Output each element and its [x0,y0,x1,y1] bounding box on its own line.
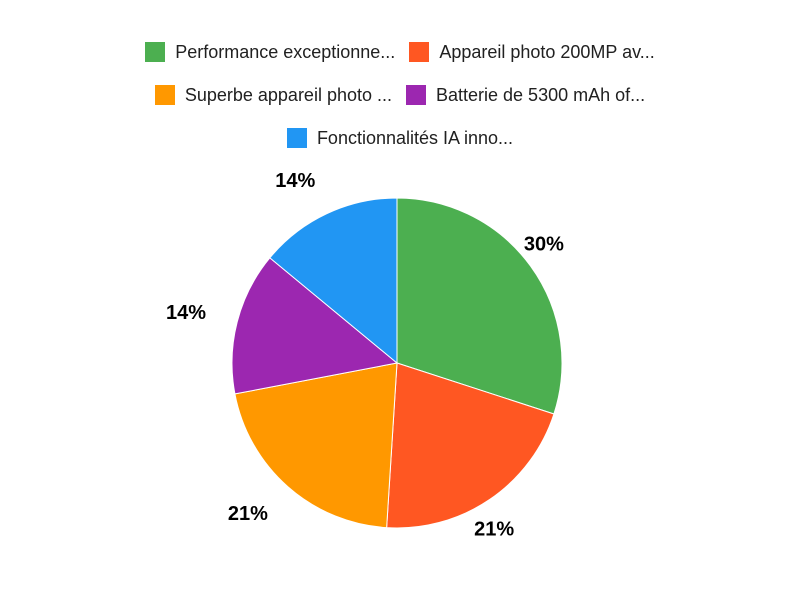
legend-label: Performance exceptionne... [175,42,396,62]
legend-swatch-icon [286,128,307,148]
legend-label: Batterie de 5300 mAh of... [436,85,646,105]
legend-swatch-icon [145,42,166,62]
legend-item: Fonctionnalités IA inno... [286,128,514,148]
slice-percent-label: 21% [228,503,268,525]
slice-percent-label: 30% [524,234,564,256]
legend-swatch-icon [406,85,426,105]
slice-percent-label: 21% [474,519,514,541]
legend-swatch-icon [409,42,430,62]
pie-slice[interactable] [386,362,555,529]
legend-label: Appareil photo 200MP av... [439,42,655,62]
legend-row: Superbe appareil photo ... Batterie de 53… [154,85,645,105]
chart-legend: Performance exceptionne... Appareil photo… [0,42,800,148]
legend-item: Batterie de 5300 mAh of... [406,85,645,105]
pie-slice[interactable] [234,362,398,529]
slice-percent-label: 14% [275,170,315,192]
legend-label: Superbe appareil photo ... [184,85,392,105]
pie-slice[interactable] [269,197,398,365]
legend-row: Fonctionnalités IA inno... [286,128,514,148]
legend-label: Fonctionnalités IA inno... [316,128,514,148]
legend-item: Appareil photo 200MP av... [409,42,655,62]
legend-swatch-icon [154,85,175,105]
pie-slice[interactable] [396,197,563,415]
pie-slice[interactable] [231,257,399,395]
legend-item: Superbe appareil photo ... [154,85,392,105]
legend-item: Performance exceptionne... [145,42,395,62]
slice-percent-label: 14% [166,302,206,324]
legend-row: Performance exceptionne... Appareil photo… [145,42,655,62]
